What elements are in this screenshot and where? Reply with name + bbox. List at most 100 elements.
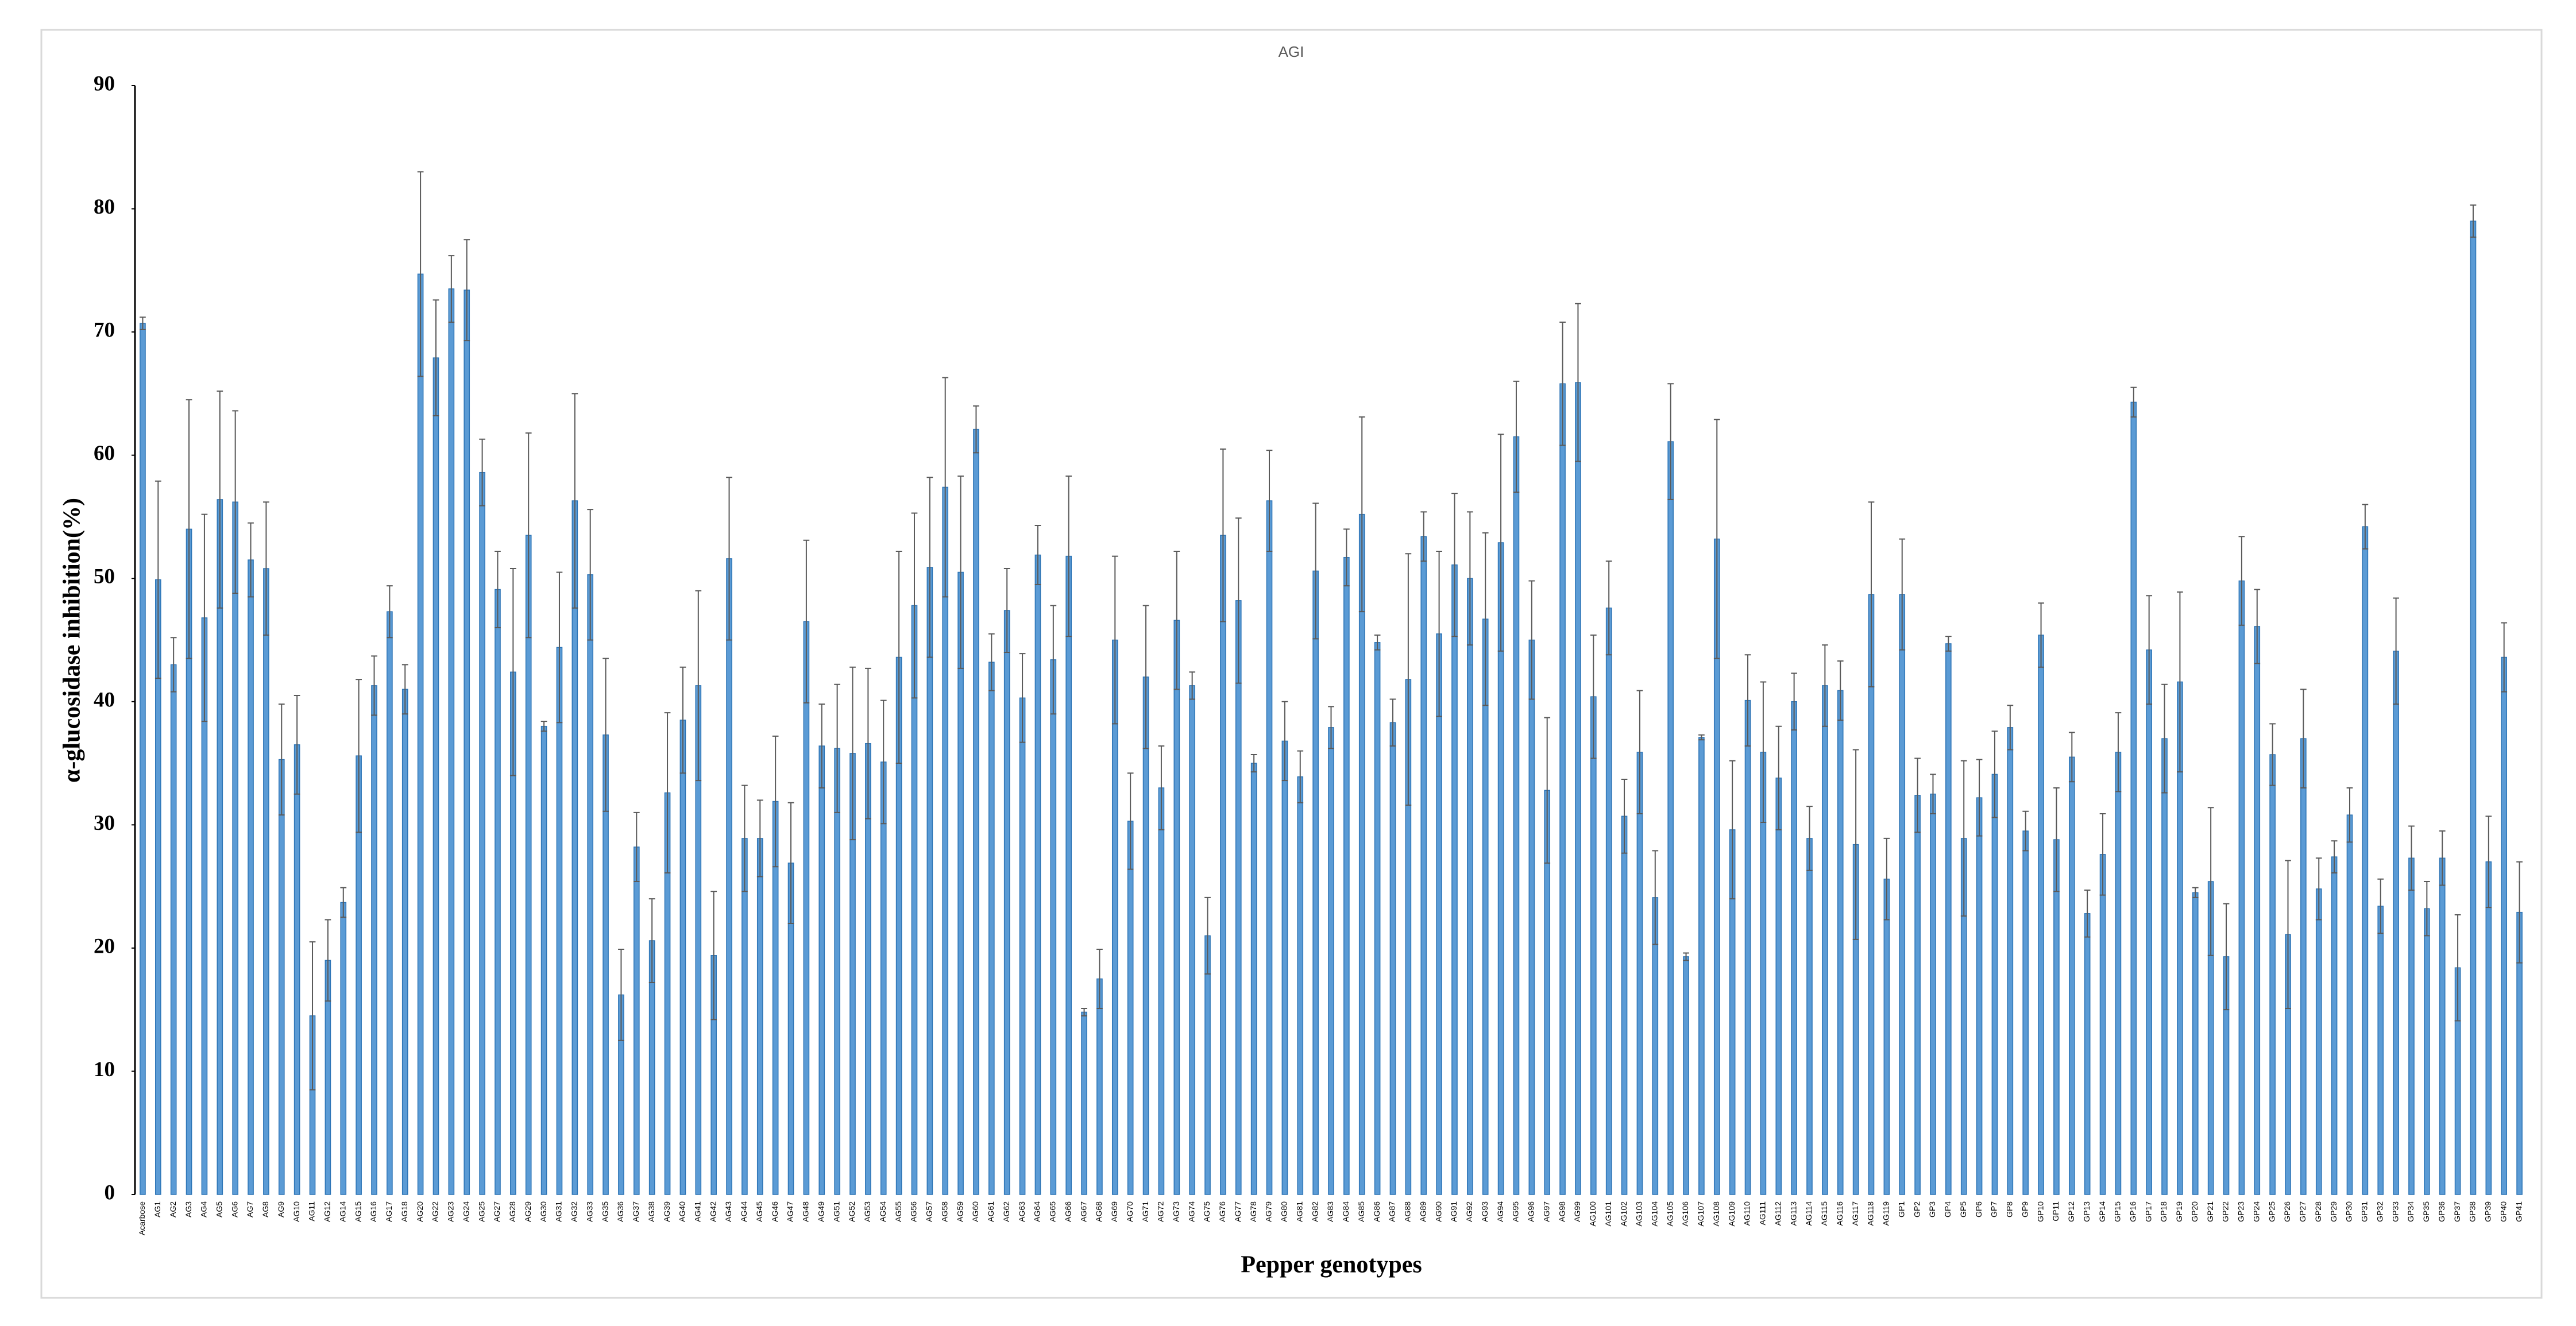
error-bar [386,585,393,639]
bar [1297,776,1304,1195]
x-tick-label: GP39 [2484,1201,2493,1222]
x-tick-label: AG5 [214,1201,223,1217]
x-tick-label: AG1 [153,1201,162,1217]
x-tick-label: AG78 [1249,1201,1258,1222]
x-tick-label: AG33 [585,1201,594,1222]
y-tick-label: 70 [94,319,115,342]
x-tick-label: AG63 [1017,1201,1026,1222]
error-bar [371,655,377,716]
bar [926,567,933,1195]
error-bar [1744,654,1751,747]
bar [1420,536,1427,1195]
error-bar [340,887,347,918]
x-tick-label: AG91 [1449,1201,1458,1222]
x-tick-label: AG68 [1094,1201,1103,1222]
x-tick-label: GP5 [1959,1201,1968,1217]
x-tick-label: AG94 [1496,1201,1505,1222]
x-tick-label: GP20 [2190,1201,2199,1222]
error-bar [2516,861,2523,964]
bar [633,846,640,1195]
error-bar [648,898,655,983]
error-bar [1281,701,1288,782]
bar [1173,620,1180,1195]
x-tick-label: AG99 [1573,1201,1582,1222]
x-tick-label: GP8 [2005,1201,2014,1217]
error-bar [1852,749,1859,940]
bar [495,589,501,1195]
bar [417,273,424,1195]
error-bar [495,551,501,629]
y-tick-label: 40 [94,688,115,712]
error-bar [988,633,995,691]
bar [1775,778,1782,1195]
error-bar [587,509,594,641]
bar [479,471,485,1195]
x-tick-label: AG82 [1310,1201,1319,1222]
error-bar [1775,725,1782,830]
x-tick-label: GP27 [2298,1201,2307,1222]
error-bar [464,239,470,342]
y-tick-label: 20 [94,934,115,958]
error-bar [1142,605,1149,749]
x-tick-label: AG75 [1202,1201,1211,1222]
bar [1467,578,1473,1195]
bar [2485,861,2492,1195]
error-bar [356,679,362,833]
bar [2053,839,2060,1195]
bar [1513,436,1520,1195]
error-bar [2300,689,2307,788]
error-bar [1667,383,1674,500]
error-bar [1497,434,1504,652]
bar [263,568,269,1195]
bar [2068,756,2075,1195]
error-bar [942,377,949,598]
bar [1065,555,1072,1195]
bar [371,685,377,1195]
bar [726,558,732,1195]
error-bar [1559,321,1566,446]
x-tick-label: AG110 [1743,1201,1752,1226]
error-bar [2053,787,2060,892]
x-tick-label: AG96 [1527,1201,1536,1222]
x-tick-label: AG17 [384,1201,393,1222]
error-bar [1837,660,1844,721]
error-bar [1991,730,1998,818]
x-tick-label: AG39 [662,1201,671,1222]
x-tick-label: AG87 [1388,1201,1397,1222]
x-tick-label: GP36 [2437,1201,2446,1222]
bar [679,720,686,1195]
y-tick-label: 90 [94,72,115,95]
x-tick-label: AG103 [1635,1201,1644,1227]
error-bar [1806,806,1813,871]
x-tick-label: GP17 [2144,1201,2153,1222]
error-bar [432,299,439,417]
error-bar [2207,807,2214,956]
bar [2470,221,2477,1195]
error-bar [2007,705,2014,751]
x-tick-label: AG76 [1218,1201,1227,1222]
error-bar [1698,734,1705,741]
x-tick-label: AG118 [1866,1201,1875,1226]
error-bar [1899,538,1906,651]
x-tick-label: GP28 [2314,1201,2323,1222]
bar [1698,737,1705,1195]
bar [1575,382,1581,1195]
x-tick-label: AG28 [508,1201,517,1222]
x-tick-label: AG18 [400,1201,409,1222]
x-tick-label: AG35 [600,1201,609,1222]
y-axis-title: α-glucosidase inhibition(%) [59,498,86,783]
error-bar [926,477,933,658]
error-bar [1220,448,1226,623]
error-bar [1930,774,1936,815]
error-bar [1081,1008,1087,1016]
error-bar [1652,850,1659,945]
x-tick-label: AG37 [631,1201,640,1222]
error-bar [603,658,609,812]
x-tick-label: GP41 [2514,1201,2523,1222]
error-bar [1420,511,1427,562]
bar [1235,600,1242,1195]
error-bar [140,316,146,330]
bar [2007,727,2014,1195]
x-tick-label: AG73 [1171,1201,1180,1222]
bar [880,761,887,1195]
